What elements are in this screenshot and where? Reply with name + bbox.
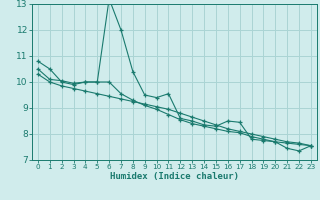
X-axis label: Humidex (Indice chaleur): Humidex (Indice chaleur)	[110, 172, 239, 181]
